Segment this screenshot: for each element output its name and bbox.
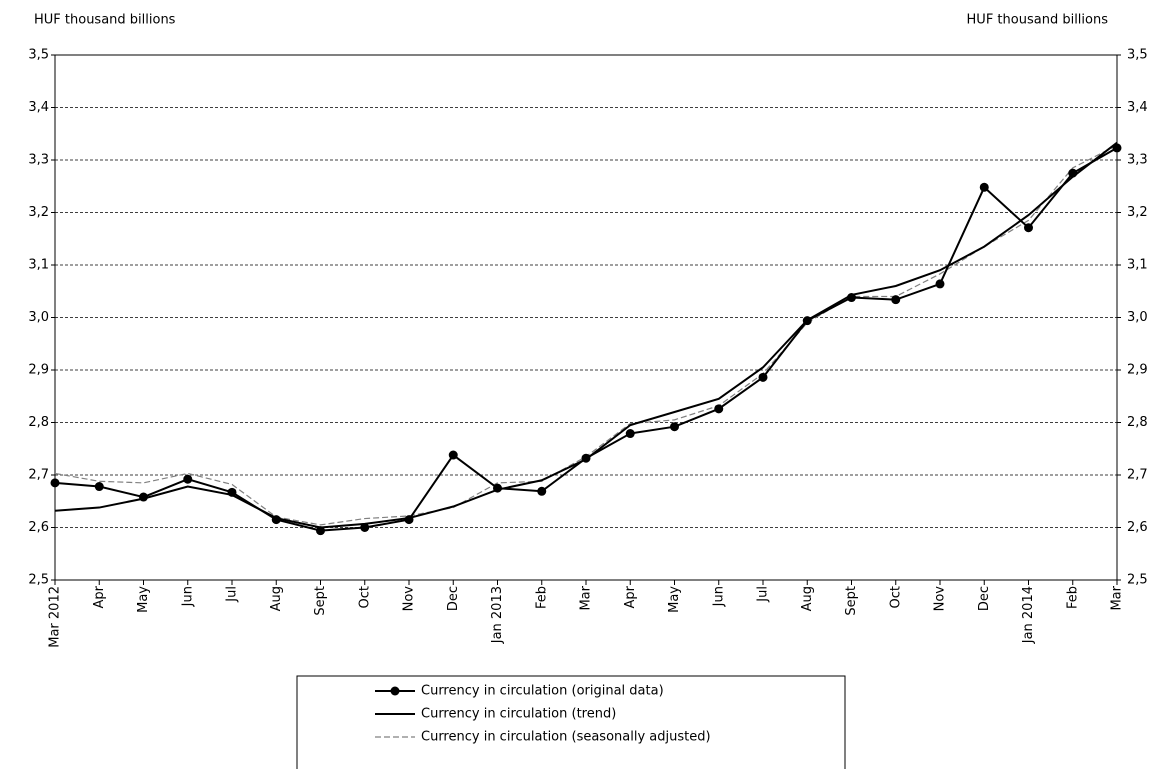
series-line — [54, 144, 1118, 526]
x-tick-label: Apr — [623, 585, 638, 608]
y2-tick-label: 2,5 — [1127, 573, 1148, 588]
series-marker — [448, 450, 458, 460]
series-marker — [670, 422, 679, 432]
series-marker — [183, 474, 193, 484]
x-tick-label: May — [667, 586, 682, 613]
series-marker — [1112, 143, 1122, 153]
series-marker — [1024, 223, 1033, 233]
x-tick-label: Aug — [800, 586, 815, 611]
series-marker — [139, 492, 148, 502]
x-tick-label: Dec — [977, 586, 992, 611]
x-tick-label: Feb — [534, 586, 549, 609]
series-marker — [581, 453, 591, 463]
y2-tick-label: 3,0 — [1127, 310, 1148, 325]
series-marker — [802, 316, 812, 326]
series-marker — [404, 515, 414, 525]
legend-label: Currency in circulation (trend) — [421, 707, 616, 722]
y-tick-label: 3,1 — [28, 258, 49, 273]
x-tick-label: Oct — [357, 586, 372, 608]
legend-label: Currency in circulation (original data) — [421, 684, 664, 699]
series-marker — [94, 482, 104, 492]
legend-label: Currency in circulation (seasonally adju… — [421, 730, 711, 745]
x-tick-label: Jan 2013 — [490, 586, 505, 644]
legend-marker — [390, 686, 400, 696]
series-marker — [360, 523, 370, 532]
y-tick-label: 3,5 — [28, 48, 49, 63]
series-line — [54, 141, 1118, 529]
series-marker — [847, 293, 856, 303]
y2-tick-label: 3,4 — [1127, 100, 1148, 115]
x-tick-label: Apr — [92, 585, 107, 608]
y2-tick-label: 2,8 — [1127, 415, 1148, 430]
series-marker — [1068, 168, 1078, 178]
x-tick-label: Sept — [313, 586, 328, 616]
series-marker — [891, 295, 901, 305]
x-tick-label: Jun — [180, 586, 195, 607]
x-tick-label: Mar — [1110, 585, 1125, 610]
y2-tick-label: 3,5 — [1127, 48, 1148, 63]
y2-axis-title: HUF thousand billions — [967, 13, 1109, 28]
x-tick-label: Sept — [844, 586, 859, 616]
y-tick-label: 2,8 — [28, 415, 49, 430]
x-tick-label: Nov — [402, 586, 417, 612]
y2-tick-label: 2,9 — [1127, 363, 1148, 378]
y2-tick-label: 3,2 — [1127, 205, 1148, 220]
series-marker — [935, 279, 945, 289]
y-tick-label: 3,3 — [28, 153, 49, 168]
x-tick-label: Mar 2012 — [48, 586, 63, 648]
x-tick-label: Jan 2014 — [1021, 586, 1036, 644]
series-marker — [316, 526, 325, 536]
y2-tick-label: 2,7 — [1127, 468, 1148, 483]
y2-tick-label: 2,6 — [1127, 520, 1148, 535]
series-marker — [758, 372, 768, 382]
series-marker — [227, 487, 237, 497]
x-tick-label: Jul — [756, 586, 771, 603]
series-marker — [537, 486, 547, 496]
series-line — [54, 147, 1118, 532]
x-tick-label: Aug — [269, 586, 284, 611]
x-tick-label: May — [136, 586, 151, 613]
series-marker — [271, 515, 281, 525]
series-marker — [979, 182, 989, 192]
y-tick-label: 2,5 — [28, 573, 49, 588]
y2-tick-label: 3,3 — [1127, 153, 1148, 168]
series-marker — [50, 478, 60, 488]
x-tick-label: Feb — [1065, 586, 1080, 609]
x-tick-label: Dec — [446, 586, 461, 611]
y-axis-title: HUF thousand billions — [34, 13, 176, 28]
y-tick-label: 3,2 — [28, 205, 49, 220]
x-tick-label: Jul — [225, 586, 240, 603]
y2-tick-label: 3,1 — [1127, 258, 1148, 273]
y-tick-label: 3,0 — [28, 310, 49, 325]
x-tick-label: Nov — [933, 586, 948, 612]
x-tick-label: Oct — [888, 586, 903, 608]
series-marker — [493, 483, 502, 493]
y-tick-label: 2,6 — [28, 520, 49, 535]
series-marker — [714, 404, 724, 414]
series-marker — [625, 429, 635, 439]
x-tick-label: Mar — [579, 585, 594, 610]
y-tick-label: 2,9 — [28, 363, 49, 378]
y-tick-label: 3,4 — [28, 100, 49, 115]
x-tick-label: Jun — [711, 586, 726, 607]
y-tick-label: 2,7 — [28, 468, 49, 483]
